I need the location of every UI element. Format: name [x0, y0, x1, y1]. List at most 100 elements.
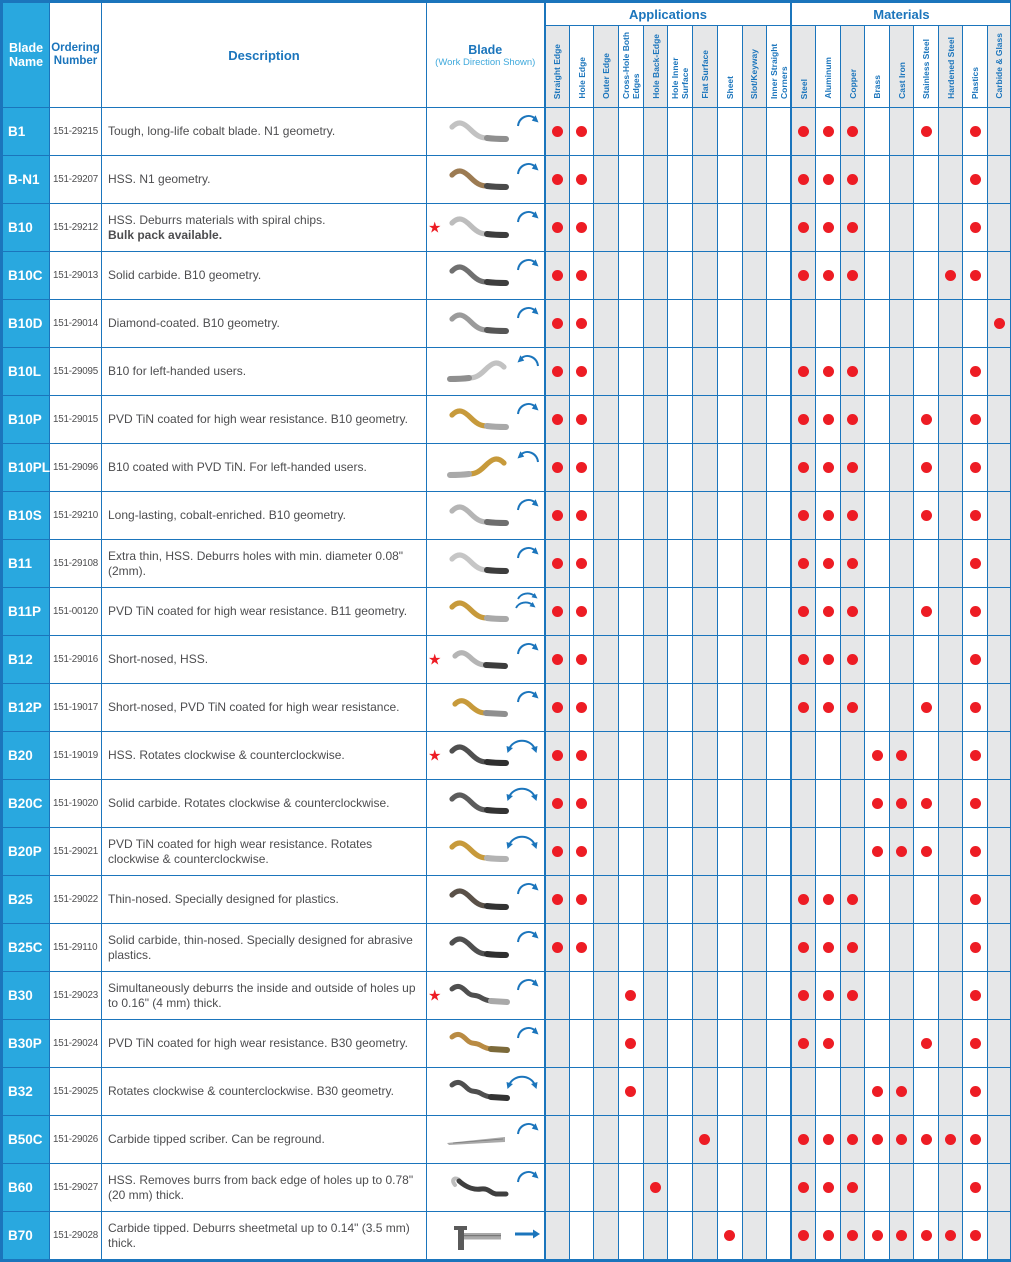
application-cell-flat-surface — [693, 396, 718, 444]
ordering-number-cell: 151-29015 — [50, 396, 102, 444]
star-icon: ★ — [428, 220, 441, 235]
material-cell-hardened-steel — [938, 492, 963, 540]
material-cell-brass — [865, 1116, 890, 1164]
application-column-header: Sheet — [717, 26, 742, 108]
material-cell-plastics — [963, 444, 988, 492]
work-direction-cw-arrow-icon — [515, 879, 541, 904]
material-dot — [994, 318, 1005, 329]
material-cell-brass — [865, 108, 890, 156]
application-cell-hole-inner-surface — [668, 1116, 693, 1164]
material-dot — [798, 510, 809, 521]
material-cell-brass — [865, 1212, 890, 1261]
material-cell-carbide-glass — [987, 540, 1011, 588]
material-column-header: Cast Iron — [889, 26, 914, 108]
material-dot — [896, 798, 907, 809]
material-cell-aluminum — [816, 1212, 841, 1261]
application-cell-hole-edge — [569, 1020, 594, 1068]
application-cell-cross-hole-both-edges — [619, 300, 644, 348]
description-text: Diamond-coated. B10 geometry. — [108, 316, 280, 330]
star-icon: ★ — [428, 748, 441, 763]
material-dot — [823, 222, 834, 233]
material-cell-copper — [840, 1116, 865, 1164]
material-cell-hardened-steel — [938, 876, 963, 924]
application-cell-hole-inner-surface — [668, 300, 693, 348]
application-cell-outer-edge — [594, 1020, 619, 1068]
material-cell-hardened-steel — [938, 444, 963, 492]
material-cell-carbide-glass — [987, 492, 1011, 540]
application-column-header: Hole Edge — [569, 26, 594, 108]
application-cell-outer-edge — [594, 828, 619, 876]
material-dot — [896, 1086, 907, 1097]
application-cell-hole-inner-surface — [668, 396, 693, 444]
group-header-row: Blade Name Ordering Number Description B… — [2, 2, 1011, 26]
ordering-number-cell: 151-19019 — [50, 732, 102, 780]
material-cell-copper — [840, 828, 865, 876]
material-dot — [798, 558, 809, 569]
application-cell-inner-straight-corners — [767, 732, 792, 780]
material-cell-carbide-glass — [987, 1068, 1011, 1116]
blade-column-header: Blade (Work Direction Shown) — [427, 2, 545, 108]
material-cell-steel — [791, 1212, 816, 1261]
material-cell-steel — [791, 1068, 816, 1116]
material-column-label: Cast Iron — [897, 62, 907, 99]
application-cell-cross-hole-both-edges — [619, 1164, 644, 1212]
application-cell-sheet — [717, 876, 742, 924]
application-cell-sheet — [717, 1212, 742, 1261]
material-cell-brass — [865, 732, 890, 780]
material-dot — [970, 990, 981, 1001]
material-cell-steel — [791, 540, 816, 588]
application-cell-straight-edge — [545, 1020, 570, 1068]
application-cell-hole-back-edge — [643, 156, 668, 204]
application-cell-hole-edge — [569, 492, 594, 540]
application-cell-outer-edge — [594, 396, 619, 444]
material-cell-carbide-glass — [987, 156, 1011, 204]
application-cell-hole-back-edge — [643, 108, 668, 156]
material-dot — [823, 1182, 834, 1193]
application-cell-flat-surface — [693, 252, 718, 300]
application-cell-hole-back-edge — [643, 588, 668, 636]
application-cell-flat-surface — [693, 924, 718, 972]
material-dot — [847, 270, 858, 281]
material-cell-steel — [791, 300, 816, 348]
blade-image — [443, 262, 513, 292]
application-cell-straight-edge — [545, 588, 570, 636]
material-cell-stainless-steel — [914, 828, 939, 876]
work-direction-cw-arrow-icon — [515, 303, 541, 328]
application-cell-outer-edge — [594, 108, 619, 156]
material-dot — [970, 654, 981, 665]
description-cell: Carbide tipped. Deburrs sheetmetal up to… — [102, 1212, 427, 1261]
material-cell-plastics — [963, 732, 988, 780]
blade-image — [443, 694, 513, 724]
blade-image-cell — [427, 252, 545, 300]
material-dot — [823, 1134, 834, 1145]
material-dot — [823, 1038, 834, 1049]
blade-image-cell — [427, 876, 545, 924]
description-cell: Thin-nosed. Specially designed for plast… — [102, 876, 427, 924]
application-cell-flat-surface — [693, 300, 718, 348]
blade-name-cell: B25C — [2, 924, 50, 972]
application-cell-slot-keyway — [742, 348, 767, 396]
material-cell-stainless-steel — [914, 108, 939, 156]
application-dot — [576, 318, 587, 329]
application-cell-hole-back-edge — [643, 492, 668, 540]
material-cell-aluminum — [816, 1020, 841, 1068]
blade-name-cell: B30P — [2, 1020, 50, 1068]
description-header: Description — [102, 2, 427, 108]
blade-name-header: Blade Name — [2, 2, 50, 108]
application-dot — [576, 846, 587, 857]
material-dot — [872, 846, 883, 857]
material-cell-plastics — [963, 1116, 988, 1164]
application-cell-slot-keyway — [742, 1164, 767, 1212]
application-dot — [576, 750, 587, 761]
material-dot — [970, 414, 981, 425]
work-direction-cw-arrow-icon — [515, 399, 541, 424]
blade-image-cell — [427, 1164, 545, 1212]
material-dot — [798, 270, 809, 281]
description-cell: Long-lasting, cobalt-enriched. B10 geome… — [102, 492, 427, 540]
application-cell-sheet — [717, 156, 742, 204]
